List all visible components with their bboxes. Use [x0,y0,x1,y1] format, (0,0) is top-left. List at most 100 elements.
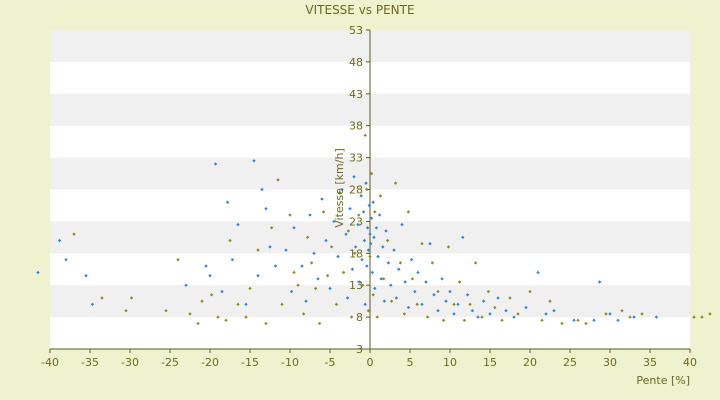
scatter-point [377,213,382,217]
scatter-point [632,315,636,319]
y-axis-title: Vitesse [km/h] [333,148,346,228]
scatter-point [276,178,280,182]
scatter-point [473,261,478,265]
scatter-point [592,318,596,322]
chart-title: VITESSE vs PENTE [305,3,414,17]
scatter-point [264,321,268,326]
scatter-point [361,210,366,214]
scatter-point [129,296,134,300]
scatter-point [209,293,214,297]
scatter-point [337,190,342,195]
scatter-point [365,226,370,230]
scatter-point [389,299,394,303]
scatter-point [444,299,448,303]
x-tick-label: 40 [683,356,697,369]
scatter-point [313,286,318,291]
scatter-point [289,289,294,294]
scatter-point [640,312,644,316]
scatter-point [370,270,375,275]
scatter-point [225,200,230,204]
scatter-point [224,318,228,322]
scatter-point [430,261,435,265]
scatter-point [204,264,208,268]
scatter-point [124,309,128,313]
x-tick-label: -5 [325,356,336,369]
scatter-point [288,213,292,217]
scatter-point [481,299,486,303]
scatter-point [480,315,484,319]
x-tick-label: -35 [81,356,99,369]
scatter-point [420,302,424,307]
scatter-point [524,305,528,310]
scatter-point [528,289,532,294]
x-tick-label: 35 [643,356,657,369]
scatter-point [597,280,602,284]
scatter-point [344,232,348,236]
scatter-point [312,251,316,255]
scatter-point [374,226,379,230]
x-tick-label: 5 [407,356,414,369]
scatter-point [366,248,371,252]
scatter-point [216,315,220,319]
scatter-point [415,302,419,307]
scatter-point [196,321,200,326]
scatter-point [544,312,548,316]
scatter-point [359,194,363,198]
scatter-point [368,232,372,236]
y-tick-label: 48 [349,56,363,69]
scatter-point [504,309,508,313]
scatter-point [346,229,351,233]
scatter-point [373,210,377,214]
scatter-point [386,261,391,265]
scatter-point [376,254,380,259]
scatter-point [384,229,388,233]
scatter-point [84,273,88,278]
scatter-point [486,289,491,294]
scatter-point [350,267,355,271]
y-tick-label: 3 [356,343,363,356]
y-tick-label: 28 [349,184,363,197]
data-points [36,133,712,326]
x-tick-label: 15 [483,356,497,369]
scatter-point [336,254,340,259]
scatter-point [200,299,204,303]
scatter-point [244,302,248,307]
x-tick-label: -25 [161,356,179,369]
scatter-point [385,238,390,243]
scatter-point [440,277,444,281]
scatter-point [325,273,330,278]
y-tick-label: 33 [349,152,363,165]
scatter-point [457,280,462,284]
x-tick-label: -20 [201,356,219,369]
scatter-point [57,238,62,243]
scatter-point [692,315,696,319]
scatter-point [382,299,387,303]
scatter-point [363,302,367,307]
scatter-point [371,200,375,204]
scatter-point [465,293,470,297]
scatter-point [416,270,420,275]
scatter-point [392,248,396,252]
scatter-point [406,305,411,310]
scatter-point [406,210,411,214]
y-tick-label: 38 [349,120,363,133]
scatter-point [269,226,274,230]
scatter-point [364,181,368,185]
scatter-point [188,312,192,316]
scatter-point [548,299,552,303]
scatter-point [296,283,300,287]
scatter-point [584,321,588,326]
scatter-point [700,315,704,319]
scatter-point [400,222,404,227]
scatter-point [576,318,580,322]
scatter-point [184,283,188,287]
scatter-point [301,312,306,316]
scatter-point [500,318,504,322]
scatter-point [332,219,336,224]
scatter-point [496,296,500,300]
scatter-point [363,133,367,137]
scatter-point [348,206,352,211]
scatter-point [356,222,360,227]
scatter-point [452,312,456,316]
